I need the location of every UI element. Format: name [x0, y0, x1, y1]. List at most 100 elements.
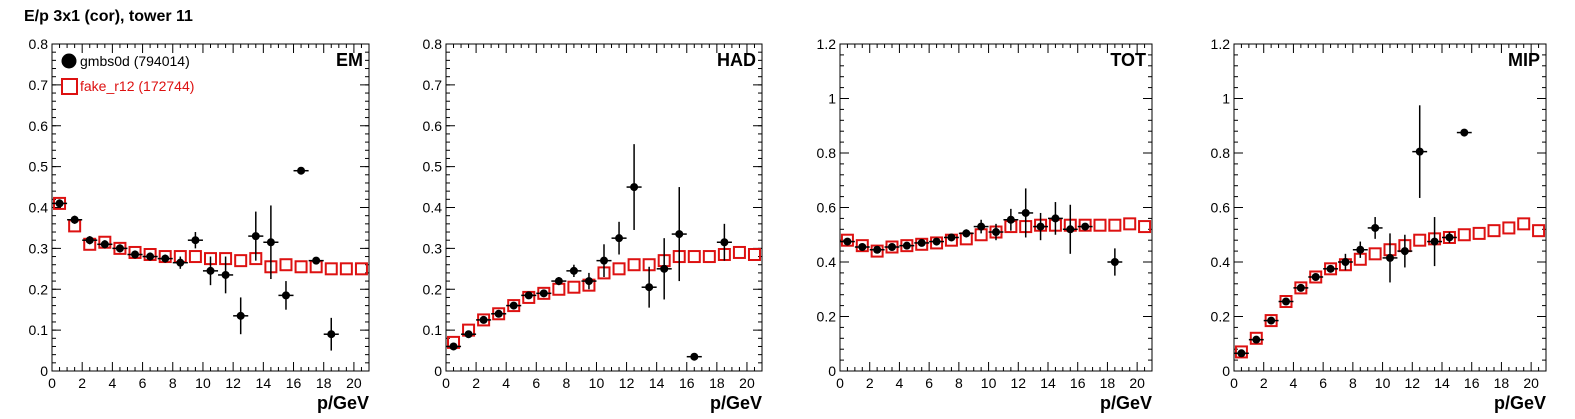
x-tick-label: 2	[472, 375, 480, 391]
data-point-fake-r12	[612, 262, 626, 276]
y-tick-label: 1.2	[817, 36, 837, 52]
x-tick-label: 16	[1464, 375, 1480, 391]
panel-had: 0 2 4 6 8 10 12 14 16 18 20 0 0.1 0.2 0.3 0.4 0.5 0.6 0.7 0…	[423, 36, 763, 413]
data-point-gmbs0d	[1341, 258, 1350, 266]
data-point-fake-r12	[1093, 218, 1107, 232]
panel-label: MIP	[1508, 50, 1540, 70]
data-point-gmbs0d	[1006, 215, 1015, 224]
data-point-gmbs0d	[55, 199, 64, 208]
plot-frame	[445, 43, 763, 372]
y-tick-label: 0.8	[29, 36, 49, 52]
y-tick-label: 0.6	[29, 118, 49, 134]
x-tick-label: 20	[346, 375, 362, 391]
data-point-fake-r12	[855, 239, 869, 253]
data-point-gmbs0d	[176, 258, 185, 267]
panel-label: TOT	[1110, 50, 1146, 70]
data-point-gmbs0d	[1110, 258, 1119, 266]
x-tick-label: 0	[836, 375, 844, 391]
data-point-gmbs0d	[236, 311, 245, 320]
x-tick-label: 14	[1434, 375, 1450, 391]
x-tick-label: 4	[1290, 375, 1298, 391]
panel-label: EM	[336, 50, 363, 70]
data-point-gmbs0d	[1066, 225, 1075, 234]
data-point-fake-r12	[188, 250, 202, 264]
data-point-gmbs0d	[251, 232, 260, 241]
x-tick-label: 14	[1040, 375, 1056, 391]
y-tick-label: 0.3	[29, 240, 49, 256]
x-tick-label: 12	[225, 375, 241, 391]
data-point-fake-r12	[234, 254, 248, 268]
data-point-gmbs0d	[464, 330, 473, 339]
x-tick-label: 2	[866, 375, 874, 391]
data-point-gmbs0d	[660, 264, 669, 273]
data-point-gmbs0d	[524, 291, 533, 300]
data-point-fake-r12	[1138, 220, 1152, 234]
x-tick-label: 18	[316, 375, 332, 391]
y-tick-label: 0	[828, 363, 836, 379]
y-tick-label: 0.5	[29, 159, 49, 175]
data-point-fake-r12	[1249, 331, 1263, 345]
y-tick-label: 0	[1222, 363, 1230, 379]
x-axis-label: p/GeV	[710, 393, 762, 413]
x-tick-label: 4	[896, 375, 904, 391]
data-point-gmbs0d	[100, 240, 109, 249]
data-point-fake-r12	[339, 262, 353, 276]
data-point-gmbs0d	[569, 266, 578, 275]
x-tick-label: 8	[955, 375, 963, 391]
data-point-gmbs0d	[509, 301, 518, 310]
data-point-fake-r12	[930, 236, 944, 250]
x-tick-label: 14	[649, 375, 665, 391]
data-point-gmbs0d	[1460, 128, 1469, 137]
data-point-gmbs0d	[888, 243, 896, 252]
x-tick-label: 18	[1100, 375, 1116, 391]
y-tick-label: 0	[434, 363, 442, 379]
data-point-fake-r12	[1457, 228, 1471, 242]
data-point-fake-r12	[1108, 218, 1122, 232]
panel-tot: 0 2 4 6 8 10 12 14 16 18 20 0 0.2 0.4 0.6 0.8 1 1.2 p/GeV T…	[817, 36, 1153, 413]
data-point-gmbs0d	[1282, 297, 1290, 306]
x-tick-label: 16	[1070, 375, 1086, 391]
data-point-fake-r12	[915, 237, 929, 251]
x-tick-label: 16	[286, 375, 302, 391]
y-tick-label: 0.1	[29, 322, 49, 338]
data-point-fake-r12	[1234, 345, 1248, 359]
series-gmbs0d	[52, 166, 339, 351]
y-tick-label: 0.2	[1211, 309, 1231, 325]
data-point-gmbs0d	[947, 233, 956, 242]
x-tick-label: 10	[1375, 375, 1391, 391]
y-tick-label: 1	[1222, 91, 1230, 107]
y-tick-label: 0.2	[817, 309, 837, 325]
data-point-gmbs0d	[1237, 349, 1246, 358]
x-tick-label: 8	[562, 375, 570, 391]
data-point-gmbs0d	[449, 342, 458, 351]
legend-label-fake-r12: fake_r12 (172744)	[80, 78, 194, 94]
y-tick-label: 0.7	[423, 77, 443, 93]
data-point-fake-r12	[567, 280, 581, 294]
y-tick-label: 0.6	[817, 200, 837, 216]
x-tick-label: 0	[1230, 375, 1238, 391]
x-tick-label: 18	[1494, 375, 1510, 391]
data-point-gmbs0d	[645, 283, 654, 292]
data-point-fake-r12	[1123, 217, 1137, 231]
y-tick-label: 0.1	[423, 322, 443, 338]
data-point-gmbs0d	[630, 183, 639, 192]
data-point-fake-r12	[354, 262, 368, 276]
x-tick-label: 16	[679, 375, 695, 391]
x-tick-label: 6	[532, 375, 540, 391]
data-point-fake-r12	[279, 258, 293, 272]
data-point-gmbs0d	[146, 252, 155, 261]
data-point-fake-r12	[324, 262, 338, 276]
y-tick-label: 0.8	[1211, 145, 1231, 161]
data-point-gmbs0d	[494, 309, 503, 318]
page-title: E/p 3x1 (cor), tower 11	[24, 8, 193, 25]
data-point-gmbs0d	[1051, 214, 1060, 223]
data-point-gmbs0d	[191, 236, 200, 245]
data-point-gmbs0d	[479, 315, 488, 324]
data-point-gmbs0d	[1326, 264, 1335, 273]
y-tick-label: 0.8	[817, 145, 837, 161]
data-point-gmbs0d	[1081, 222, 1090, 231]
data-point-gmbs0d	[221, 270, 230, 279]
x-axis-label: p/GeV	[1494, 393, 1546, 413]
data-point-gmbs0d	[161, 254, 170, 263]
